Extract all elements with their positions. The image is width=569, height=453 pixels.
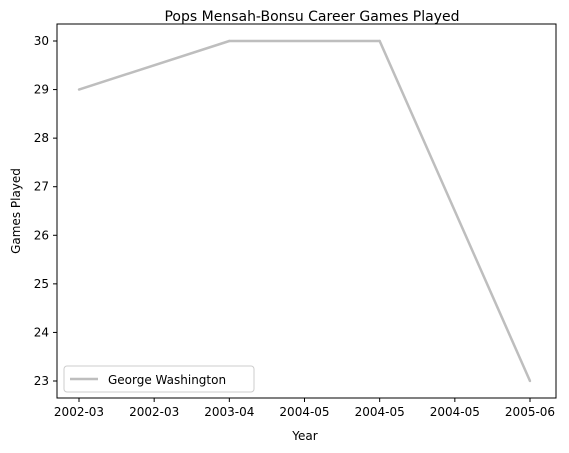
chart-title: Pops Mensah-Bonsu Career Games Played	[164, 9, 459, 25]
legend-label: George Washington	[108, 373, 226, 387]
data-point	[528, 379, 532, 383]
y-tick-label: 24	[34, 325, 49, 339]
y-tick-label: 29	[34, 83, 49, 97]
x-tick-label: 2004-05	[430, 405, 480, 419]
y-tick-label: 25	[34, 277, 49, 291]
y-tick-label: 30	[34, 34, 49, 48]
y-tick-label: 23	[34, 374, 49, 388]
x-tick-label: 2002-03	[54, 405, 104, 419]
series-line	[78, 39, 532, 382]
x-tick-label: 2004-05	[279, 405, 329, 419]
data-point	[378, 39, 381, 43]
y-axis: 23 24 25 26 27 28 29 30	[34, 34, 57, 388]
y-tick-label: 28	[34, 131, 49, 145]
legend: George Washington	[63, 365, 255, 393]
x-tick-label: 2004-05	[355, 405, 405, 419]
y-tick-label: 27	[34, 180, 49, 194]
data-point	[228, 39, 231, 43]
x-tick-label: 2002-03	[129, 405, 179, 419]
x-tick-label: 2005-06	[505, 405, 555, 419]
legend-box	[63, 365, 255, 393]
x-tick-label: 2003-04	[204, 405, 254, 419]
y-tick-label: 26	[34, 228, 49, 242]
y-axis-label: Games Played	[9, 168, 23, 254]
x-axis-label: Year	[291, 429, 317, 443]
data-point	[77, 88, 81, 91]
x-axis: 2002-03 2002-03 2003-04 2004-05 2004-05 2004-…	[54, 398, 555, 419]
plot-area	[56, 23, 557, 399]
series-layer	[77, 39, 532, 383]
